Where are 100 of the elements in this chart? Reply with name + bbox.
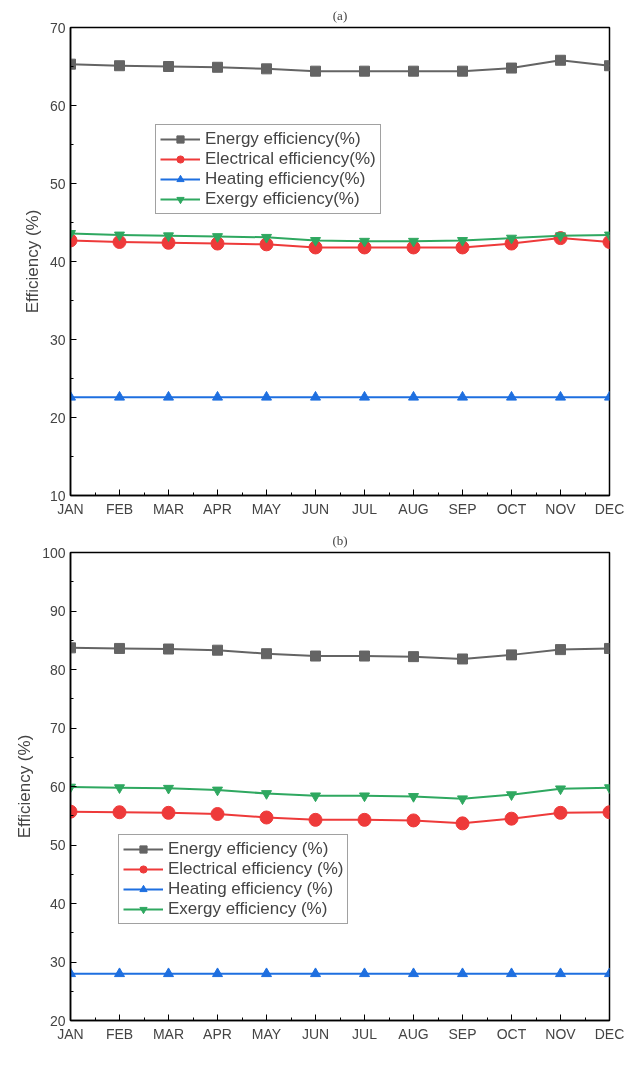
x-tick-label: APR: [203, 1025, 232, 1042]
point: [212, 967, 223, 978]
point: [163, 61, 174, 72]
x-tick-label: MAR: [152, 1025, 185, 1042]
point: [506, 234, 517, 245]
point: [359, 65, 370, 77]
point: [506, 390, 517, 401]
y-tick-label: 50: [49, 837, 66, 853]
y-tick-label: 100: [42, 544, 66, 561]
point: [112, 805, 127, 820]
y-tick-label: 20: [49, 409, 66, 426]
point: [506, 62, 517, 74]
legend-label: Energy efficiency(%): [205, 129, 361, 149]
point: [310, 65, 321, 77]
y-tick-label: 60: [49, 778, 66, 795]
point: [210, 807, 225, 821]
point: [114, 390, 125, 401]
point: [408, 651, 419, 663]
point: [114, 967, 125, 978]
point: [504, 811, 519, 826]
point: [359, 967, 370, 978]
x-tick-label: NOV: [545, 500, 577, 517]
y-tick-label: 50: [49, 175, 66, 192]
point: [457, 967, 468, 978]
point: [359, 237, 370, 248]
x-tick-label: NOV: [545, 1025, 577, 1042]
point: [555, 785, 566, 796]
y-tick-label: 40: [49, 253, 66, 270]
chart-title: (b): [332, 532, 348, 548]
point: [408, 65, 419, 77]
point: [408, 237, 419, 248]
point: [261, 63, 272, 75]
point: [359, 390, 370, 401]
point: [163, 967, 174, 978]
point: [114, 60, 125, 72]
point: [212, 233, 223, 243]
point: [506, 791, 517, 801]
x-tick-label: DEC: [594, 1025, 625, 1042]
x-tick-label: MAY: [251, 500, 282, 517]
point: [308, 812, 323, 827]
point: [408, 390, 419, 401]
point: [310, 792, 321, 803]
point: [114, 784, 125, 794]
point: [457, 390, 468, 401]
y-axis-title: Efficiency (%): [15, 734, 35, 839]
x-tick-label: JUN: [301, 1025, 330, 1042]
x-tick-label: AUG: [398, 500, 429, 517]
y-tick-label: 70: [49, 19, 66, 36]
y-tick-label: 80: [49, 661, 66, 678]
legend-label: Electrical efficiency(%): [205, 149, 376, 169]
x-tick-label: MAY: [251, 1025, 282, 1042]
point: [212, 644, 223, 656]
point: [212, 390, 223, 401]
point: [161, 805, 176, 820]
point: [553, 805, 568, 820]
point: [555, 54, 566, 66]
point: [163, 643, 174, 655]
point: [457, 795, 468, 806]
x-tick-label: FEB: [105, 1025, 134, 1042]
point: [310, 390, 321, 401]
point: [555, 390, 566, 401]
point: [357, 812, 372, 827]
point: [457, 237, 468, 247]
y-tick-label: 40: [49, 895, 66, 912]
y-tick-label: 30: [49, 954, 66, 970]
point: [359, 792, 370, 803]
x-tick-label: FEB: [105, 500, 134, 517]
point: [261, 390, 272, 401]
x-tick-label: MAR: [152, 500, 185, 517]
point: [212, 786, 223, 797]
point: [310, 650, 321, 662]
point: [455, 816, 470, 831]
point: [261, 233, 272, 244]
point: [261, 648, 272, 660]
point: [310, 967, 321, 978]
x-tick-label: OCT: [496, 500, 527, 517]
x-tick-label: JUL: [352, 500, 378, 517]
point: [259, 810, 274, 825]
x-tick-label: DEC: [594, 500, 625, 517]
x-tick-label: AUG: [398, 1025, 429, 1042]
y-tick-label: 70: [49, 720, 66, 736]
point: [261, 790, 272, 800]
point: [114, 642, 125, 654]
point: [114, 231, 125, 242]
x-tick-label: SEP: [448, 1025, 477, 1042]
legend-label: Heating efficiency (%): [168, 879, 334, 899]
point: [406, 813, 421, 828]
legend-label: Electrical efficiency (%): [168, 859, 344, 879]
point: [310, 237, 321, 247]
x-tick-label: APR: [203, 500, 232, 517]
legend-label: Heating efficiency(%): [205, 169, 366, 189]
chart-title: (a): [332, 7, 348, 23]
y-tick-label: 90: [49, 603, 66, 619]
point: [555, 967, 566, 978]
y-axis-title: Efficiency (%): [22, 209, 42, 314]
x-tick-label: OCT: [496, 1025, 527, 1042]
point: [408, 967, 419, 978]
point: [555, 644, 566, 656]
point: [506, 649, 517, 661]
point: [359, 650, 370, 662]
